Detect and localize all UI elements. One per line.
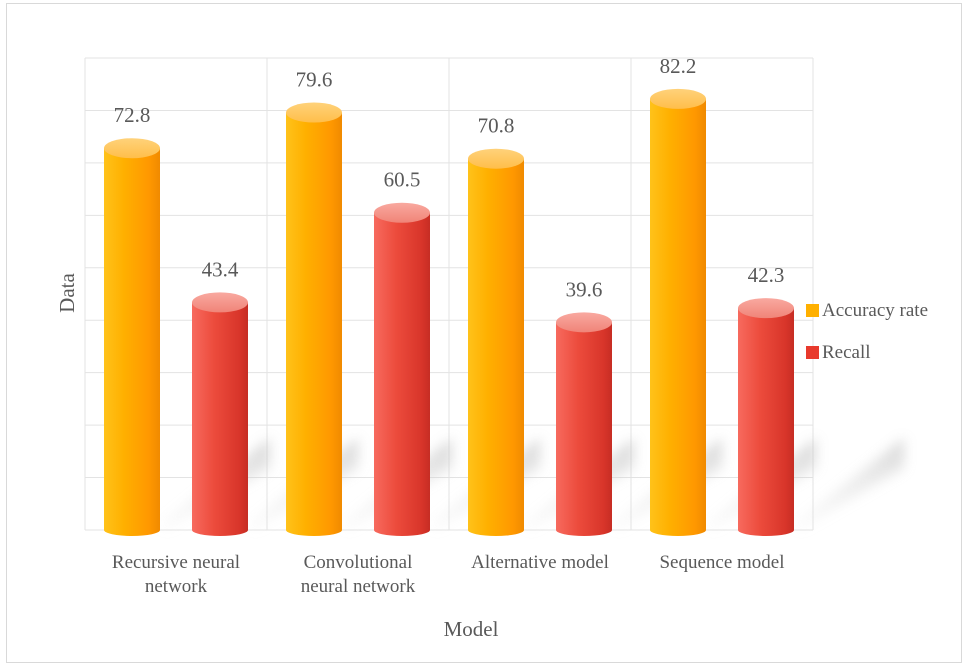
x-tick-label: network <box>145 576 208 597</box>
data-label: 43.4 <box>202 257 239 281</box>
bar-top-accuracy-rate <box>650 88 706 109</box>
y-axis-title: Data <box>55 273 79 313</box>
bar-top-accuracy-rate <box>286 102 342 123</box>
legend-swatch <box>806 346 819 359</box>
legend-swatch <box>806 304 819 317</box>
x-tick-label: Recursive neural <box>112 552 240 573</box>
legend-entry: Accuracy rate <box>822 300 928 321</box>
bar-recall <box>374 212 430 536</box>
legend-entry: Recall <box>822 342 871 363</box>
data-label: 79.6 <box>296 68 333 92</box>
bar-accuracy-rate <box>650 98 706 536</box>
data-label: 72.8 <box>114 103 151 127</box>
bar-recall <box>738 308 794 536</box>
data-label: 70.8 <box>478 114 515 138</box>
bar-accuracy-rate <box>468 158 524 536</box>
bar-top-accuracy-rate <box>104 138 160 159</box>
data-label: 42.3 <box>748 263 785 287</box>
x-tick-label: neural network <box>301 576 416 597</box>
bar-top-accuracy-rate <box>468 148 524 169</box>
bar-accuracy-rate <box>286 112 342 536</box>
bar-recall <box>556 322 612 536</box>
data-label: 39.6 <box>566 277 603 301</box>
bar-shadow <box>794 438 904 530</box>
data-label: 82.2 <box>660 54 697 78</box>
bar-accuracy-rate <box>104 148 160 536</box>
x-tick-label: Sequence model <box>659 552 784 573</box>
bar-top-recall <box>192 292 248 313</box>
x-axis-title: Model <box>444 617 499 641</box>
x-tick-label: Alternative model <box>471 552 609 573</box>
bar-top-recall <box>556 312 612 333</box>
bar-top-recall <box>374 202 430 223</box>
bar-recall <box>192 302 248 536</box>
x-tick-label: Convolutional <box>304 552 413 573</box>
data-label: 60.5 <box>384 168 421 192</box>
bar-top-recall <box>738 298 794 319</box>
